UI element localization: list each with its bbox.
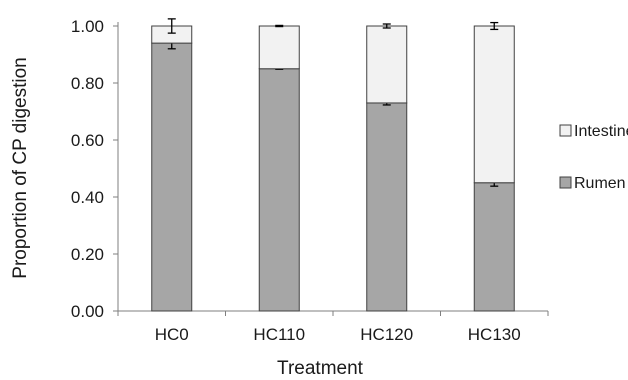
- bar-intestine-hc110: [258, 25, 300, 70]
- y-tick-label: 0.20: [71, 245, 104, 264]
- bars: [151, 18, 515, 312]
- y-tick-label: 1.00: [71, 17, 104, 36]
- x-tick-label: HC120: [360, 325, 413, 344]
- y-axis-title: Proportion of CP digestion: [10, 57, 31, 278]
- x-axis-title: Treatment: [277, 358, 364, 379]
- y-tick-label: 0.60: [71, 131, 104, 150]
- legend: Intestine Rumen: [559, 123, 628, 192]
- error-bar-intestine-hc0: [167, 18, 176, 34]
- bar-rumen-hc0: [151, 42, 193, 312]
- bar-rumen-hc130: [473, 182, 515, 312]
- x-tick-labels: HC0 HC110 HC120 HC130: [155, 325, 521, 344]
- error-bar-intestine-hc120: [382, 23, 391, 29]
- bar-rumen-hc120: [366, 102, 408, 312]
- legend-label: Intestine: [574, 123, 628, 140]
- bar-intestine-hc130: [473, 25, 515, 184]
- legend-item-rumen: Rumen: [559, 175, 626, 192]
- bar-intestine-hc120: [366, 25, 408, 104]
- legend-label: Rumen: [574, 175, 626, 192]
- legend-item-intestine: Intestine: [559, 123, 628, 140]
- x-tick-label: HC130: [468, 325, 521, 344]
- legend-swatch: [559, 176, 572, 189]
- error-bar-intestine-hc110: [275, 24, 284, 28]
- y-tick-label: 0.40: [71, 188, 104, 207]
- bar-rumen-hc110: [258, 68, 300, 312]
- legend-swatch: [559, 124, 572, 137]
- y-tick-labels: 0.00 0.20 0.40 0.60 0.80 1.00: [71, 17, 104, 321]
- y-tick-label: 0.80: [71, 74, 104, 93]
- y-tick-label: 0.00: [71, 302, 104, 321]
- x-tick-label: HC110: [253, 325, 305, 344]
- x-tick-label: HC0: [155, 325, 189, 344]
- error-bar-intestine-hc130: [490, 21, 499, 31]
